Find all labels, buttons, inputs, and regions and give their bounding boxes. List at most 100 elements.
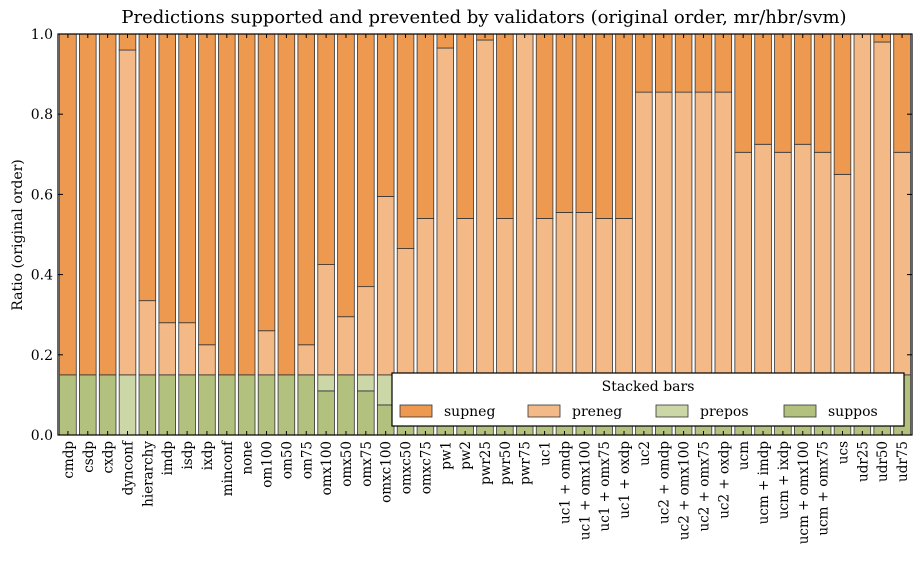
- x-tick-label: omxc75: [418, 441, 434, 494]
- y-axis-label: Ratio (original order): [10, 159, 26, 311]
- bar-ucm-supneg: [734, 33, 752, 153]
- x-tick-label: ixdp: [200, 441, 216, 470]
- bar-uc1-oxdp-supneg: [615, 33, 633, 219]
- bar-omx75-preneg: [357, 286, 375, 376]
- legend-label-preneg: preneg: [572, 404, 622, 420]
- bar-dynconf-preneg: [118, 49, 137, 376]
- x-tick-label: om100: [260, 441, 276, 488]
- bar-uc2-preneg: [635, 91, 653, 376]
- y-tick-label: 0.2: [31, 348, 53, 364]
- x-tick-label: minconf: [220, 440, 236, 496]
- bar-ucm-omx100-supneg: [794, 33, 812, 145]
- bar-omx75-supneg: [357, 33, 375, 288]
- bar-ucm-imdp-preneg: [754, 143, 772, 376]
- x-tick-label: omxc50: [399, 441, 415, 494]
- legend: Stacked bars supneg preneg prepos suppos: [391, 372, 905, 427]
- x-tick-label: uc2 + oxdp: [716, 441, 732, 519]
- bar-ucm-imdp-supneg: [754, 33, 772, 145]
- bar-csdp-suppos: [79, 374, 97, 436]
- x-tick-label: ucm + omx75: [816, 441, 832, 536]
- bar-omxc50-supneg: [396, 33, 415, 249]
- x-tick-label: pwr75: [518, 441, 534, 485]
- bar-cmdp-suppos: [59, 374, 77, 436]
- bar-omxc50-preneg: [396, 248, 415, 376]
- x-tick-label: omx100: [319, 441, 335, 495]
- bar-uc1-oxdp-preneg: [615, 218, 633, 376]
- x-tick-label: udr75: [895, 441, 911, 482]
- bar-uc2-supneg: [635, 33, 653, 93]
- bar-pwr50-supneg: [496, 33, 514, 219]
- x-tick-label: ucm: [736, 441, 752, 470]
- bar-uc1-omx100-supneg: [575, 33, 594, 213]
- bar-hierarchy-preneg: [138, 300, 157, 376]
- x-tick-label: ucm + imdp: [756, 441, 772, 524]
- bar-om75-suppos: [297, 374, 315, 436]
- x-tick-label: om50: [279, 441, 295, 479]
- bar-uc2-omx75-preneg: [694, 91, 713, 376]
- bar-omx100-preneg: [317, 264, 335, 376]
- bar-imdp-supneg: [158, 33, 176, 324]
- bar-uc1-omx75-preneg: [595, 218, 613, 376]
- x-tick-label: isdp: [180, 441, 196, 470]
- bar-minconf-suppos: [218, 374, 236, 436]
- x-tick-label: ucm + omx100: [796, 441, 812, 544]
- bar-om100-supneg: [257, 33, 276, 332]
- bar-csdp-supneg: [79, 33, 97, 376]
- x-tick-label: none: [240, 441, 256, 475]
- bar-pwr50-preneg: [496, 218, 514, 376]
- bar-uc1-omx100-preneg: [575, 212, 594, 376]
- bar-om75-preneg: [297, 344, 315, 376]
- chart-title: Predictions supported and prevented by v…: [121, 7, 846, 28]
- y-tick-label: 0.0: [31, 428, 53, 444]
- bar-uc1-omdp-preneg: [555, 212, 574, 376]
- x-tick-label: uc1 + omx75: [597, 441, 613, 531]
- bar-uc2-omdp-preneg: [655, 91, 673, 376]
- bar-uc1-supneg: [535, 33, 554, 219]
- bar-ucm-ixdp-supneg: [774, 33, 792, 153]
- x-tick-label: ucm + ixdp: [776, 441, 792, 519]
- x-tick-label: csdp: [81, 441, 97, 473]
- x-tick-label: dynconf: [121, 440, 137, 495]
- plot-frame: [57, 33, 913, 436]
- bar-uc1-omx75-supneg: [595, 33, 613, 219]
- bar-cmdp-supneg: [59, 33, 77, 376]
- bar-om100-preneg: [257, 330, 276, 376]
- bar-omx75-prepos: [357, 374, 375, 392]
- legend-title: Stacked bars: [602, 379, 695, 395]
- bar-omx50-supneg: [337, 33, 355, 318]
- bar-omxc100-preneg: [376, 196, 395, 376]
- bar-hierarchy-supneg: [138, 33, 157, 302]
- bar-pw2-preneg: [456, 218, 474, 376]
- bar-omx100-supneg: [317, 33, 335, 265]
- x-tick-label: uc2 + omdp: [657, 441, 673, 524]
- x-tick-label: omxc100: [379, 441, 395, 503]
- x-tick-label: imdp: [160, 441, 176, 475]
- x-tick-label: uc2 + omx100: [677, 441, 693, 540]
- bar-ucm-preneg: [734, 151, 752, 376]
- bar-udr25-preneg: [853, 33, 872, 376]
- y-tick-label: 0.6: [31, 187, 53, 203]
- x-tick-label: om75: [299, 441, 315, 479]
- bar-hierarchy-suppos: [138, 374, 157, 436]
- bar-ixdp-preneg: [198, 344, 216, 376]
- legend-label-supneg: supneg: [444, 404, 495, 420]
- legend-swatch-suppos: [783, 404, 817, 418]
- bar-ucm-omx75-preneg: [813, 151, 832, 376]
- x-tick-label: udr25: [855, 441, 871, 482]
- bar-omxc100-supneg: [376, 33, 395, 197]
- x-tick-label: ucs: [835, 441, 851, 464]
- bar-ixdp-supneg: [198, 33, 216, 346]
- bar-uc2-omx75-supneg: [694, 33, 713, 93]
- legend-swatch-supneg: [399, 404, 433, 418]
- bar-om50-supneg: [277, 33, 296, 376]
- bar-uc1-preneg: [535, 218, 554, 376]
- bar-uc2-omx100-preneg: [674, 91, 693, 376]
- legend-swatch-preneg: [527, 404, 561, 418]
- bar-imdp-preneg: [158, 322, 176, 376]
- bar-pw2-supneg: [456, 33, 474, 219]
- x-tick-label: cxdp: [101, 441, 117, 473]
- y-tick-label: 0.8: [31, 107, 53, 123]
- x-tick-label: uc2: [637, 441, 653, 466]
- bar-omx50-suppos: [337, 374, 355, 436]
